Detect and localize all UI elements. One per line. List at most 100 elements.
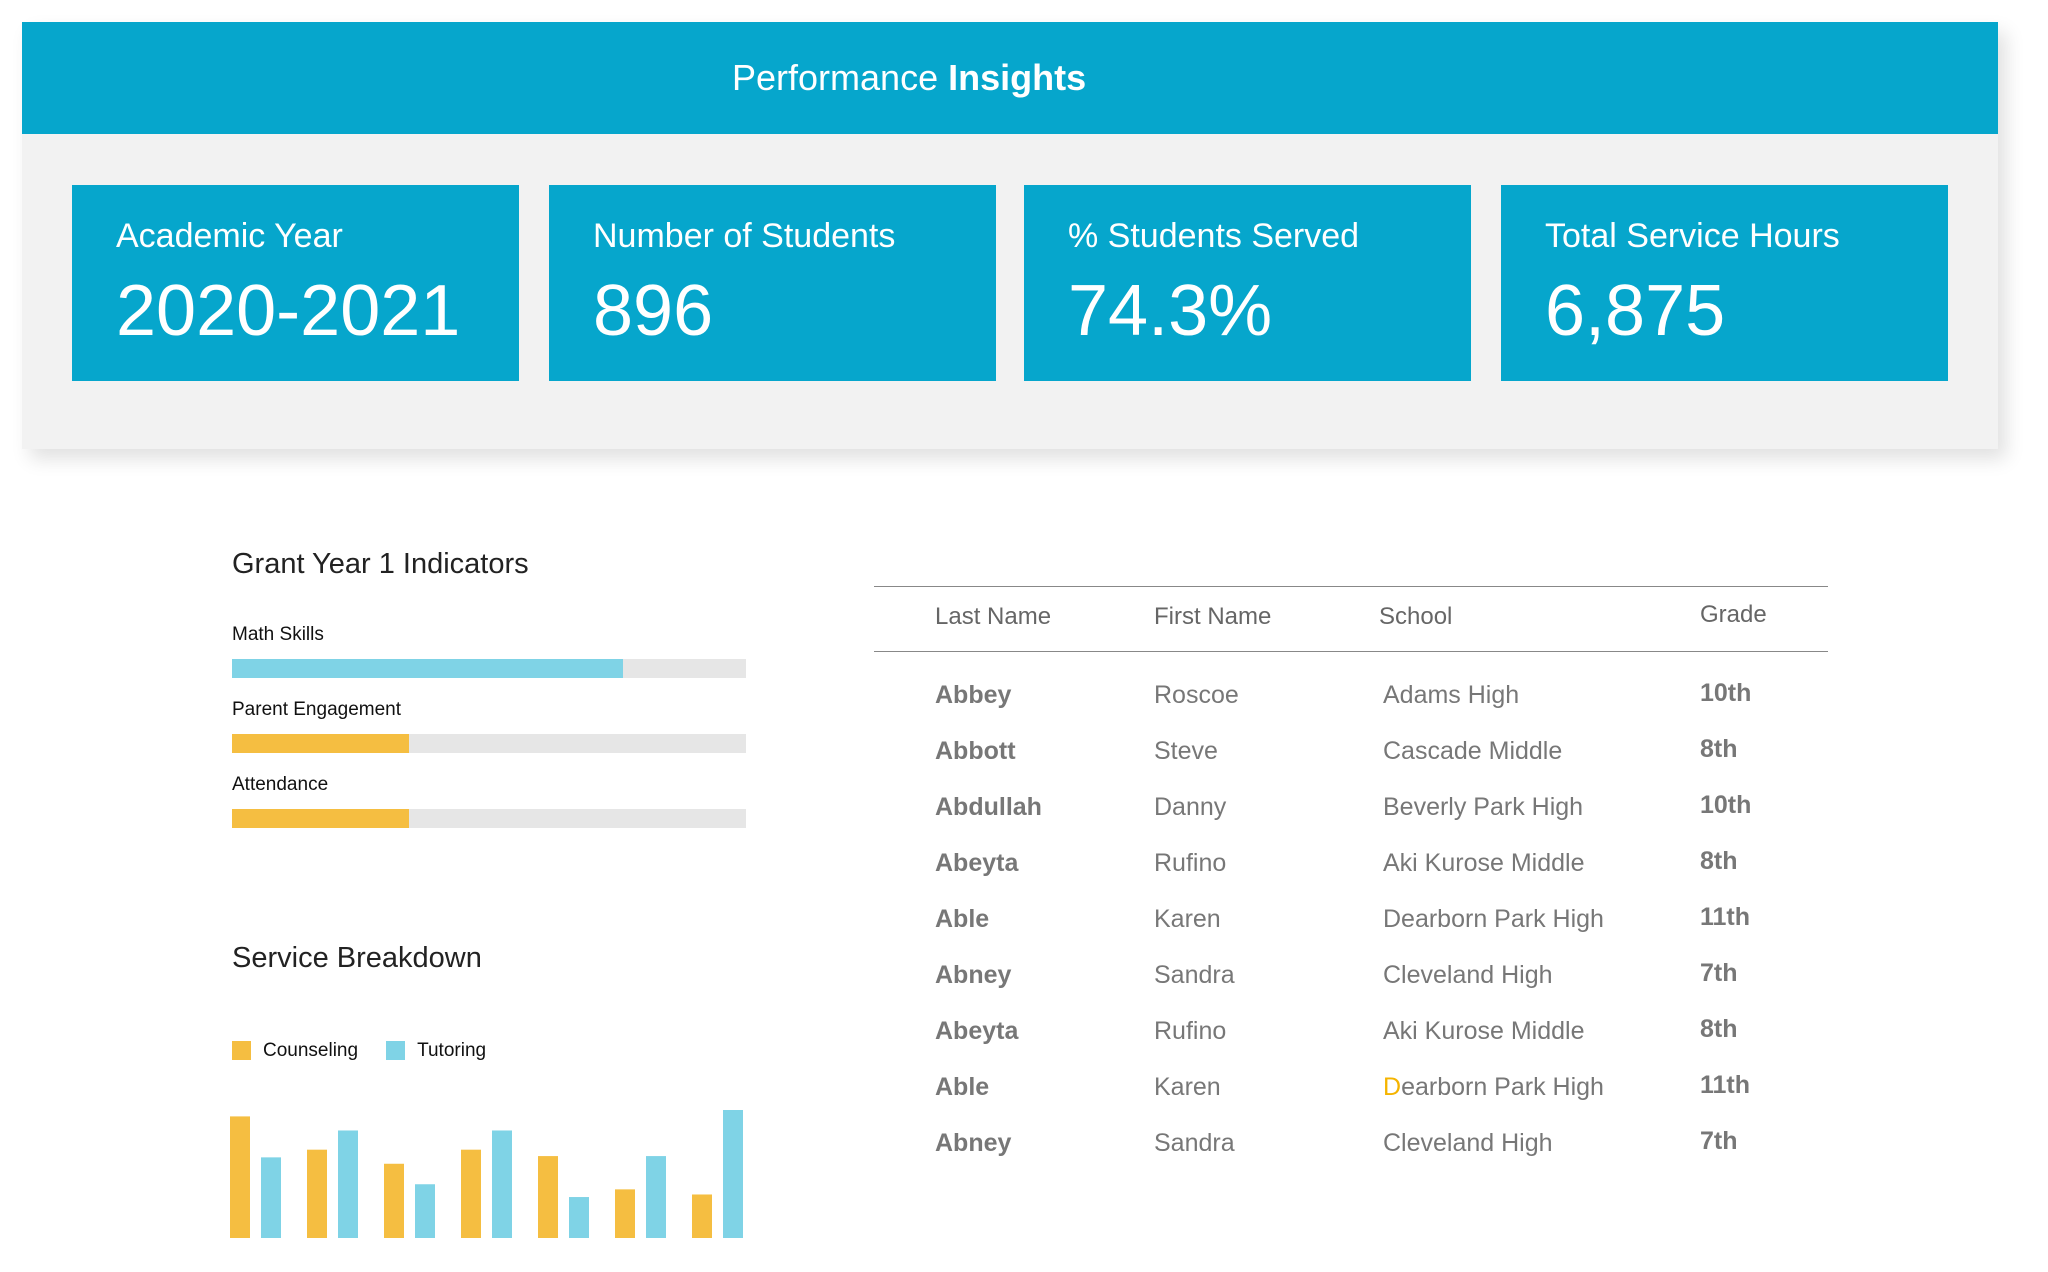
bar-counseling xyxy=(538,1156,558,1238)
cell-school: Cleveland High xyxy=(1383,961,1553,989)
cell-first-name: Karen xyxy=(1154,905,1221,933)
table-row[interactable]: Abbey Roscoe Adams High 10th xyxy=(0,679,2048,721)
cell-last-name: Abeyta xyxy=(935,849,1019,877)
card-academic-year: Academic Year 2020-2021 xyxy=(72,185,519,381)
cell-school: Beverly Park High xyxy=(1383,793,1584,821)
legend-item-counseling: Counseling xyxy=(232,1040,358,1062)
title-light: Performance xyxy=(732,57,939,98)
cell-grade: 10th xyxy=(1700,791,1752,819)
cell-grade: 7th xyxy=(1700,959,1738,987)
cell-last-name: Abney xyxy=(935,1129,1012,1157)
table-row[interactable]: Abeyta Rufino Aki Kurose Middle 8th xyxy=(0,847,2048,889)
card-label: Number of Students xyxy=(593,217,896,255)
cell-first-name: Karen xyxy=(1154,1073,1221,1101)
cell-grade: 8th xyxy=(1700,735,1738,763)
cell-grade: 11th xyxy=(1700,1071,1751,1099)
cell-school: Aki Kurose Middle xyxy=(1383,1017,1585,1045)
col-header-last-name[interactable]: Last Name xyxy=(935,603,1052,630)
indicator-progress-fill xyxy=(232,734,410,753)
table-row[interactable]: Abdullah Danny Beverly Park High 10th xyxy=(0,791,2048,833)
card-students-served: % Students Served 74.3% xyxy=(1024,185,1471,381)
cell-last-name: Able xyxy=(935,1073,990,1101)
indicator-label: Attendance xyxy=(232,774,329,795)
service-bar-chart xyxy=(230,1110,743,1238)
page-header: Performance Insights xyxy=(22,22,1998,134)
bar-counseling xyxy=(307,1149,327,1238)
cell-school: Cleveland High xyxy=(1383,1129,1553,1157)
col-header-school[interactable]: School xyxy=(1379,603,1453,630)
cell-grade: 8th xyxy=(1700,847,1738,875)
indicator-progress-bar xyxy=(232,659,746,678)
cell-last-name: Abdullah xyxy=(935,793,1042,821)
cell-first-name: Roscoe xyxy=(1154,681,1239,709)
cell-first-name: Danny xyxy=(1154,793,1227,821)
card-label: % Students Served xyxy=(1068,217,1360,255)
table-top-divider xyxy=(874,586,1828,587)
insights-panel: Performance Insights Academic Year 2020-20… xyxy=(22,22,1998,449)
bar-counseling xyxy=(692,1194,712,1238)
chart-legend: Counseling Tutoring xyxy=(232,1040,486,1062)
table-row[interactable]: Able Karen Dearborn Park High 11th xyxy=(0,903,2048,945)
table-row[interactable]: Abeyta Rufino Aki Kurose Middle 8th xyxy=(0,1015,2048,1057)
table-row[interactable]: Abbott Steve Cascade Middle 8th xyxy=(0,735,2048,777)
legend-item-tutoring: Tutoring xyxy=(386,1040,486,1062)
indicators-title: Grant Year 1 Indicators xyxy=(232,548,529,580)
cell-school: Dearborn Park High xyxy=(1383,905,1604,933)
card-total-service-hours: Total Service Hours 6,875 xyxy=(1501,185,1948,381)
cell-school: Cascade Middle xyxy=(1383,737,1563,765)
cell-last-name: Able xyxy=(935,905,990,933)
cell-last-name: Abney xyxy=(935,961,1012,989)
card-value: 896 xyxy=(593,271,714,351)
cell-first-name: Rufino xyxy=(1154,849,1227,877)
cell-first-name: Rufino xyxy=(1154,1017,1227,1045)
card-value: 2020-2021 xyxy=(116,271,461,351)
table-row[interactable]: Abney Sandra Cleveland High 7th xyxy=(0,959,2048,1001)
bar-counseling xyxy=(461,1149,481,1238)
service-title: Service Breakdown xyxy=(232,942,482,974)
bar-tutoring xyxy=(723,1110,743,1238)
cell-first-name: Steve xyxy=(1154,737,1218,765)
cell-last-name: Abbott xyxy=(935,737,1016,765)
card-label: Academic Year xyxy=(116,217,343,255)
indicator-progress-bar xyxy=(232,809,746,828)
bar-tutoring xyxy=(569,1197,589,1238)
legend-label: Tutoring xyxy=(417,1040,487,1061)
cell-school: Dearborn Park High xyxy=(1383,1073,1604,1101)
legend-swatch xyxy=(232,1041,251,1061)
card-value: 74.3% xyxy=(1068,271,1273,351)
table-row[interactable]: Abney Sandra Cleveland High 7th xyxy=(0,1127,2048,1169)
card-number-of-students: Number of Students 896 xyxy=(549,185,996,381)
card-value: 6,875 xyxy=(1545,271,1726,351)
indicator-label: Parent Engagement xyxy=(232,699,402,720)
bar-tutoring xyxy=(261,1157,281,1238)
bar-tutoring xyxy=(415,1184,435,1238)
bar-counseling xyxy=(384,1163,404,1238)
bar-tutoring xyxy=(492,1130,512,1238)
cell-grade: 10th xyxy=(1700,679,1752,707)
table-row[interactable]: Able Karen Dearborn Park High 11th xyxy=(0,1071,2048,1113)
cell-last-name: Abeyta xyxy=(935,1017,1019,1045)
cell-first-name: Sandra xyxy=(1154,961,1235,989)
bar-tutoring xyxy=(646,1156,666,1238)
cell-last-name: Abbey xyxy=(935,681,1012,709)
cell-grade: 8th xyxy=(1700,1015,1738,1043)
cell-school: Adams High xyxy=(1383,681,1520,709)
col-header-first-name[interactable]: First Name xyxy=(1154,603,1272,630)
bar-counseling xyxy=(230,1116,250,1238)
title-bold: Insights xyxy=(948,57,1087,98)
cell-grade: 11th xyxy=(1700,903,1751,931)
legend-label: Counseling xyxy=(263,1040,359,1061)
indicator-progress-bar xyxy=(232,734,746,753)
cell-first-name: Sandra xyxy=(1154,1129,1235,1157)
indicator-progress-fill xyxy=(232,809,410,828)
cell-school: Aki Kurose Middle xyxy=(1383,849,1585,877)
col-header-grade[interactable]: Grade xyxy=(1700,601,1767,628)
bar-tutoring xyxy=(338,1130,358,1238)
legend-swatch xyxy=(386,1041,406,1061)
table-header-divider xyxy=(874,651,1828,652)
bar-counseling xyxy=(615,1189,635,1238)
indicator-label: Math Skills xyxy=(232,624,324,645)
indicator-progress-fill xyxy=(232,659,623,678)
cell-grade: 7th xyxy=(1700,1127,1738,1155)
card-label: Total Service Hours xyxy=(1545,217,1840,255)
